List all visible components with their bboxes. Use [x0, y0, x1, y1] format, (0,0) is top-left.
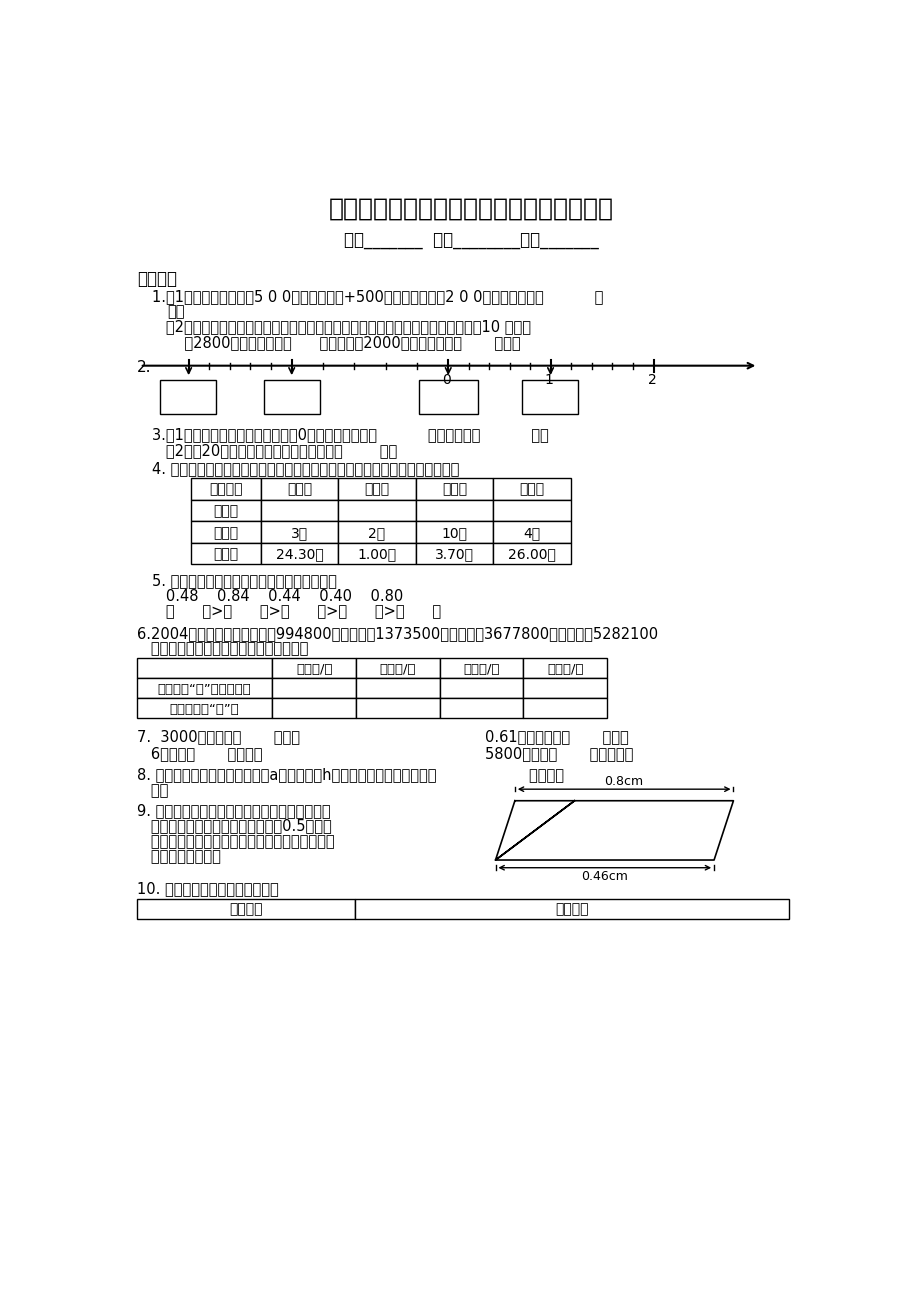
Text: 1: 1 [544, 374, 553, 388]
Text: 6.2004年某省共有在校大学生994800人，高中生1373500人，初中生3677800人，小学生5282100: 6.2004年某省共有在校大学生994800人，高中生1373500人，初中生3… [137, 626, 657, 641]
Bar [493, 500, 570, 521]
Bar [523, 698, 607, 719]
Text: （2）如果用正数表示一个月的收入，用负数表示一个月的支出，那么王小强今年10 月份收: （2）如果用正数表示一个月的收入，用负数表示一个月的支出，那么王小强今年10 月… [152, 319, 530, 335]
Bar [137, 678, 272, 698]
Bar [191, 500, 260, 521]
Bar [439, 659, 523, 678]
Text: 3.70元: 3.70元 [435, 547, 473, 561]
Text: 2.: 2. [137, 359, 151, 375]
Text: 10. 某市出租车的收费标准如下：: 10. 某市出租车的收费标准如下： [137, 881, 278, 897]
Text: 5. 把下面的小数按从大到小的顺序排列起来。: 5. 把下面的小数按从大到小的顺序排列起来。 [152, 574, 336, 589]
Text: 0.61平方千米＝（       ）公顿: 0.61平方千米＝（ ）公顿 [485, 729, 629, 745]
Bar [191, 478, 260, 500]
Text: （      ）>（      ）>（      ）>（      ）>（      ）: （ ）>（ ）>（ ）>（ ）>（ ） [152, 604, 441, 620]
Bar [415, 543, 493, 564]
Text: 改写成用“万”作单位的数: 改写成用“万”作单位的数 [157, 682, 251, 695]
Bar [356, 659, 439, 678]
Bar [137, 898, 355, 918]
Text: 班级_______  姓名________分数_______: 班级_______ 姓名________分数_______ [344, 232, 598, 250]
Bar [191, 543, 260, 564]
Text: 直　尺: 直 尺 [364, 483, 389, 496]
Bar [272, 698, 356, 719]
Bar [439, 698, 523, 719]
Text: 大学生/人: 大学生/人 [296, 663, 332, 676]
Bar [338, 521, 415, 543]
Text: 文具盒: 文具盒 [519, 483, 544, 496]
Bar [338, 543, 415, 564]
Text: 5800公顿＝（       ）平方千米: 5800公顿＝（ ）平方千米 [485, 746, 633, 762]
Text: 人。按要求把上面各数填在下面的表中。: 人。按要求把上面各数填在下面的表中。 [137, 642, 308, 656]
Bar [137, 698, 272, 719]
Bar [260, 521, 338, 543]
Bar [338, 500, 415, 521]
Text: 0.48    0.84    0.44    0.40    0.80: 0.48 0.84 0.44 0.40 0.80 [152, 589, 403, 604]
Text: 入2800元，可以记作（      ）元，支出2000元，可以记作（       ）元。: 入2800元，可以记作（ ）元，支出2000元，可以记作（ ）元。 [152, 335, 520, 350]
Text: 是（）平方厘米。: 是（）平方厘米。 [137, 849, 221, 865]
Text: 0.46cm: 0.46cm [581, 870, 628, 883]
Bar [191, 521, 260, 543]
Text: 3枝: 3枝 [290, 526, 308, 540]
Text: 3.（1）一个三位小数的整数部分是0，这个数最大是（           ），最小是（           ）。: 3.（1）一个三位小数的整数部分是0，这个数最大是（ ），最小是（ ）。 [152, 427, 549, 443]
Text: 数　量: 数 量 [213, 526, 238, 540]
Text: 收费标准: 收费标准 [555, 902, 588, 917]
Text: 高中生/人: 高中生/人 [380, 663, 415, 676]
Bar [523, 678, 607, 698]
Bar [137, 659, 272, 678]
Text: 练习本: 练习本 [441, 483, 467, 496]
Bar [264, 380, 319, 414]
Bar [355, 898, 789, 918]
Bar [523, 659, 607, 678]
Bar [272, 678, 356, 698]
Bar [160, 380, 216, 414]
Text: （苏教版）五年级数学下册期末练习（二）: （苏教版）五年级数学下册期末练习（二） [329, 197, 613, 220]
Text: 26.00元: 26.00元 [507, 547, 555, 561]
Bar [272, 659, 356, 678]
Text: 1.00元: 1.00元 [357, 547, 396, 561]
Bar [356, 678, 439, 698]
Bar [415, 478, 493, 500]
Bar [493, 478, 570, 500]
Text: 初中生/人: 初中生/人 [463, 663, 499, 676]
Bar [260, 543, 338, 564]
Text: 米。: 米。 [137, 783, 168, 798]
Text: 四舍五入到“万”位: 四舍五入到“万”位 [169, 703, 239, 716]
Text: 7.  3000平方米＝（       ）公顿: 7. 3000平方米＝（ ）公顿 [137, 729, 300, 745]
Bar [439, 678, 523, 698]
Text: 10本: 10本 [441, 526, 467, 540]
Bar [415, 500, 493, 521]
Text: 9. 如右图，把一个平行四边形剪成一个三角形和: 9. 如右图，把一个平行四边形剪成一个三角形和 [137, 803, 330, 818]
Text: 小学生/人: 小学生/人 [547, 663, 583, 676]
Bar [418, 380, 477, 414]
Bar [338, 478, 415, 500]
Text: 那么三角形的面积是（）平方厘米，梯形的面积: 那么三角形的面积是（）平方厘米，梯形的面积 [137, 833, 334, 849]
Bar [415, 521, 493, 543]
Text: 里　　程: 里 程 [229, 902, 263, 917]
Text: 24.30元: 24.30元 [276, 547, 323, 561]
Bar [260, 500, 338, 521]
Text: 单　价: 单 价 [213, 504, 238, 518]
Text: 0.8cm: 0.8cm [604, 775, 643, 788]
Text: 6公顿＝（       ）平方米: 6公顿＝（ ）平方米 [137, 746, 262, 762]
Text: 2把: 2把 [368, 526, 385, 540]
Text: 商品名称: 商品名称 [209, 483, 243, 496]
Text: 一个梯形。如果平行四边形的高是0.5厘米，: 一个梯形。如果平行四边形的高是0.5厘米， [137, 819, 331, 833]
Text: 4个: 4个 [523, 526, 540, 540]
Bar [493, 543, 570, 564]
Text: 鈢　笔: 鈢 笔 [287, 483, 312, 496]
Text: 4. 王老师买了下面的商品。请算出每种商品的单价，并用两位小数表示结果。: 4. 王老师买了下面的商品。请算出每种商品的单价，并用两位小数表示结果。 [152, 461, 460, 477]
Text: 金　额: 金 额 [213, 547, 238, 561]
Text: 一、填空: 一、填空 [137, 271, 176, 288]
Text: 2: 2 [647, 374, 656, 388]
Text: 8. 一个梯形的上底与下底的和是a厘米，高是h厘米。这个梯形的面积是（                    ）平方厘: 8. 一个梯形的上底与下底的和是a厘米，高是h厘米。这个梯形的面积是（ ）平方厘 [137, 768, 563, 783]
Text: 1.（1）如果小明向东走5 0 0米，可以记作+500米；那么向西走2 0 0米，可以记作（           ）: 1.（1）如果小明向东走5 0 0米，可以记作+500米；那么向西走2 0 0米… [152, 289, 603, 303]
Text: 0: 0 [442, 374, 450, 388]
Text: 米。: 米。 [167, 305, 185, 319]
Bar [356, 698, 439, 719]
Bar [521, 380, 577, 414]
Text: （2）產20个百分之一组成的两位小数是（        ）。: （2）產20个百分之一组成的两位小数是（ ）。 [152, 443, 397, 458]
Bar [260, 478, 338, 500]
Bar [493, 521, 570, 543]
